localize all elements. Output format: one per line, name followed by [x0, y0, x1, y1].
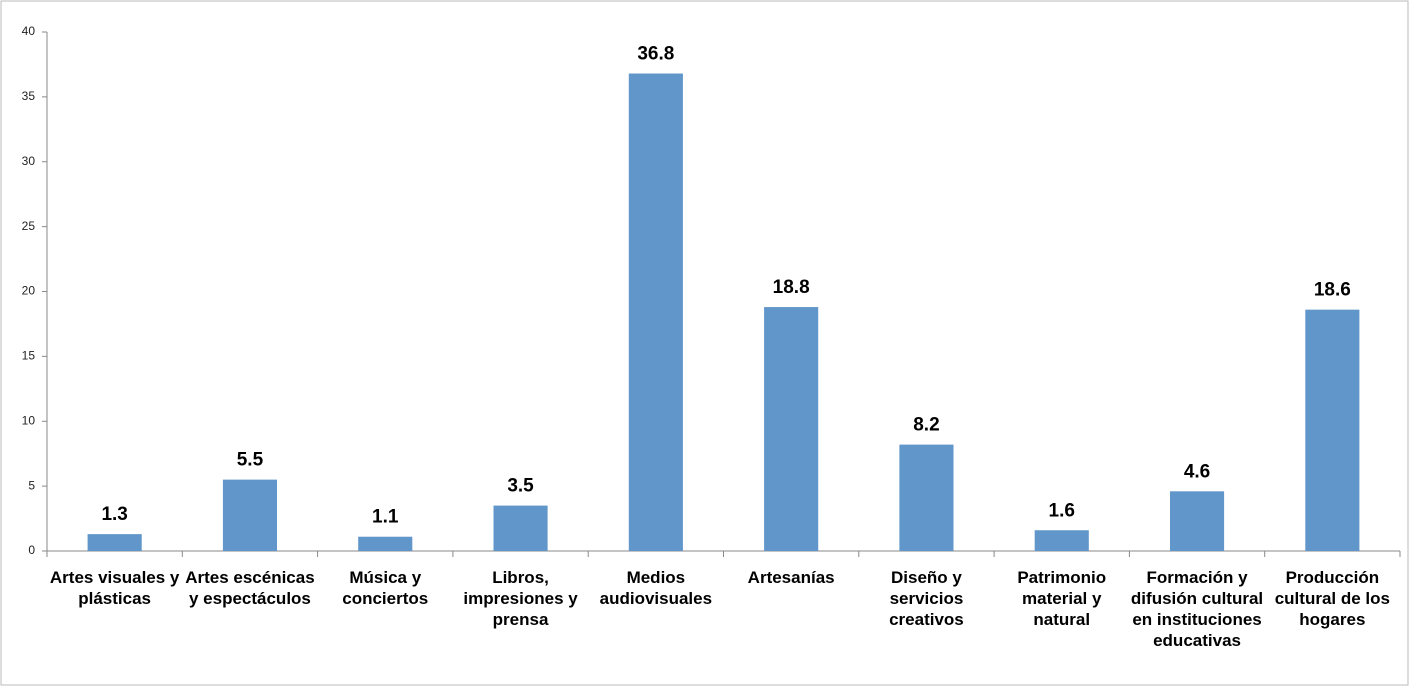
- y-tick-label: 5: [28, 478, 35, 492]
- bar: [493, 505, 548, 551]
- x-tick-label: Música y conciertos: [342, 568, 429, 608]
- value-label: 18.6: [1314, 280, 1351, 301]
- x-tick-label: Artesanías: [747, 568, 835, 587]
- x-tick-label: Formación y difusión cultural en institu…: [1130, 568, 1264, 650]
- y-tick-label: 35: [22, 89, 36, 103]
- value-label: 1.3: [101, 504, 127, 525]
- value-label: 1.6: [1049, 500, 1075, 521]
- y-tick-label: 40: [22, 24, 36, 38]
- x-tick-label: Producción cultural de los hogares: [1274, 568, 1390, 629]
- value-label: 36.8: [637, 44, 674, 65]
- value-label: 8.2: [913, 415, 939, 436]
- x-tick-label: Medios audiovisuales: [599, 568, 713, 608]
- value-label: 3.5: [507, 476, 534, 497]
- bar: [899, 444, 954, 551]
- value-label: 4.6: [1184, 461, 1210, 482]
- y-tick-label: 25: [22, 219, 36, 233]
- x-tick-label: Artes visuales y plásticas: [49, 568, 180, 608]
- x-tick-label: Libros, impresiones y prensa: [463, 568, 578, 629]
- bar: [764, 307, 819, 551]
- y-tick-label: 0: [28, 543, 35, 557]
- bar: [1305, 309, 1360, 551]
- bar: [358, 536, 413, 551]
- y-tick-label: 30: [22, 154, 36, 168]
- y-tick-label: 10: [22, 413, 36, 427]
- value-label: 5.5: [237, 450, 264, 471]
- value-label: 18.8: [773, 277, 810, 298]
- bar: [222, 479, 278, 551]
- bar: [87, 534, 142, 551]
- bar: [628, 73, 683, 552]
- bar: [1034, 530, 1089, 551]
- bar: [1169, 491, 1225, 551]
- x-tick-label: Diseño y servicios creativos: [889, 568, 964, 629]
- x-tick-label: Artes escénicas y espectáculos: [185, 568, 315, 608]
- y-tick-label: 20: [22, 284, 36, 298]
- y-tick-label: 15: [22, 349, 36, 363]
- x-tick-label: Patrimonio material y natural: [1017, 568, 1107, 629]
- value-label: 1.1: [372, 507, 399, 528]
